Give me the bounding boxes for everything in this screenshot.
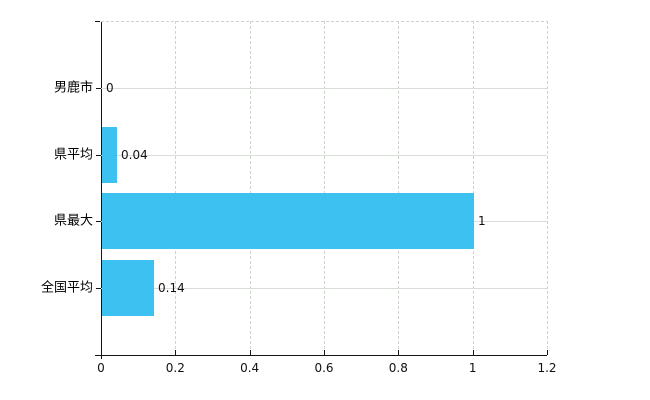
x-axis-tick xyxy=(472,350,474,355)
y-axis-tick xyxy=(96,88,101,89)
value-label: 1 xyxy=(478,214,486,228)
horizontal-gridline xyxy=(101,155,547,156)
vertical-gridline xyxy=(398,21,400,355)
x-tick-label: 0.4 xyxy=(240,361,260,375)
horizontal-gridline xyxy=(101,288,547,289)
horizontal-gridline xyxy=(101,88,547,89)
horizontal-gridline xyxy=(101,21,547,22)
y-axis-tick xyxy=(96,155,101,156)
vertical-gridline xyxy=(175,21,177,355)
x-tick-label: 0.6 xyxy=(314,361,334,375)
x-axis-tick xyxy=(249,350,251,355)
y-axis-top-cap-tick xyxy=(95,21,100,22)
category-label: 全国平均 xyxy=(40,280,93,296)
vertical-gridline xyxy=(249,21,251,355)
value-label: 0 xyxy=(106,81,114,95)
x-axis-tick xyxy=(547,350,548,355)
bar xyxy=(102,127,117,183)
x-tick-label: 0.8 xyxy=(388,361,408,375)
bar xyxy=(102,260,154,316)
x-axis-tick xyxy=(175,350,177,355)
vertical-gridline xyxy=(547,21,548,355)
vertical-gridline xyxy=(324,21,325,355)
y-axis-tick xyxy=(96,221,101,222)
x-tick-label: 0 xyxy=(97,361,105,375)
bar xyxy=(102,193,474,249)
x-tick-label: 1 xyxy=(468,361,477,375)
x-tick-label: 0.2 xyxy=(165,361,185,375)
y-axis-tick xyxy=(96,288,101,289)
x-axis-line xyxy=(95,355,547,356)
category-label: 県最大 xyxy=(53,213,93,229)
category-label: 県平均 xyxy=(53,147,93,163)
category-label: 男鹿市 xyxy=(53,80,93,96)
x-axis-tick xyxy=(398,350,400,355)
value-label: 0.14 xyxy=(158,281,185,295)
y-axis-line xyxy=(101,21,102,359)
vertical-gridline xyxy=(472,21,474,355)
value-label: 0.04 xyxy=(121,148,148,162)
x-tick-label: 1.2 xyxy=(537,361,557,375)
x-axis-tick xyxy=(324,350,325,355)
